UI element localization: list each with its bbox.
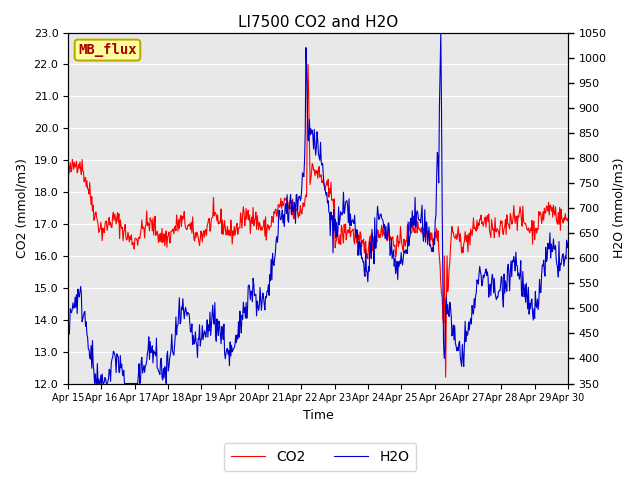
CO2: [74, 170, 81, 176]
Legend: CO2, H2O: CO2, H2O: [223, 443, 417, 471]
H2O: [203, 327, 211, 333]
H2O: [125, 381, 133, 386]
CO2: [125, 233, 132, 239]
Line: H2O: H2O: [68, 33, 568, 384]
Title: LI7500 CO2 and H2O: LI7500 CO2 and H2O: [238, 15, 398, 30]
X-axis label: Time: Time: [303, 409, 333, 422]
Text: MB_flux: MB_flux: [78, 43, 137, 57]
CO2: [202, 227, 210, 232]
CO2: [442, 374, 449, 380]
CO2: [394, 233, 401, 239]
H2O: [394, 276, 401, 282]
Y-axis label: H2O (mmol/m3): H2O (mmol/m3): [612, 158, 625, 258]
CO2: [304, 61, 312, 67]
H2O: [564, 240, 572, 246]
H2O: [74, 311, 81, 316]
H2O: [91, 381, 99, 386]
CO2: [175, 226, 183, 231]
Line: CO2: CO2: [68, 64, 568, 377]
CO2: [564, 216, 572, 221]
Y-axis label: CO2 (mmol/m3): CO2 (mmol/m3): [15, 158, 28, 258]
CO2: [380, 225, 387, 231]
H2O: [437, 30, 445, 36]
H2O: [64, 315, 72, 321]
CO2: [64, 168, 72, 173]
H2O: [380, 218, 387, 224]
H2O: [176, 321, 184, 326]
